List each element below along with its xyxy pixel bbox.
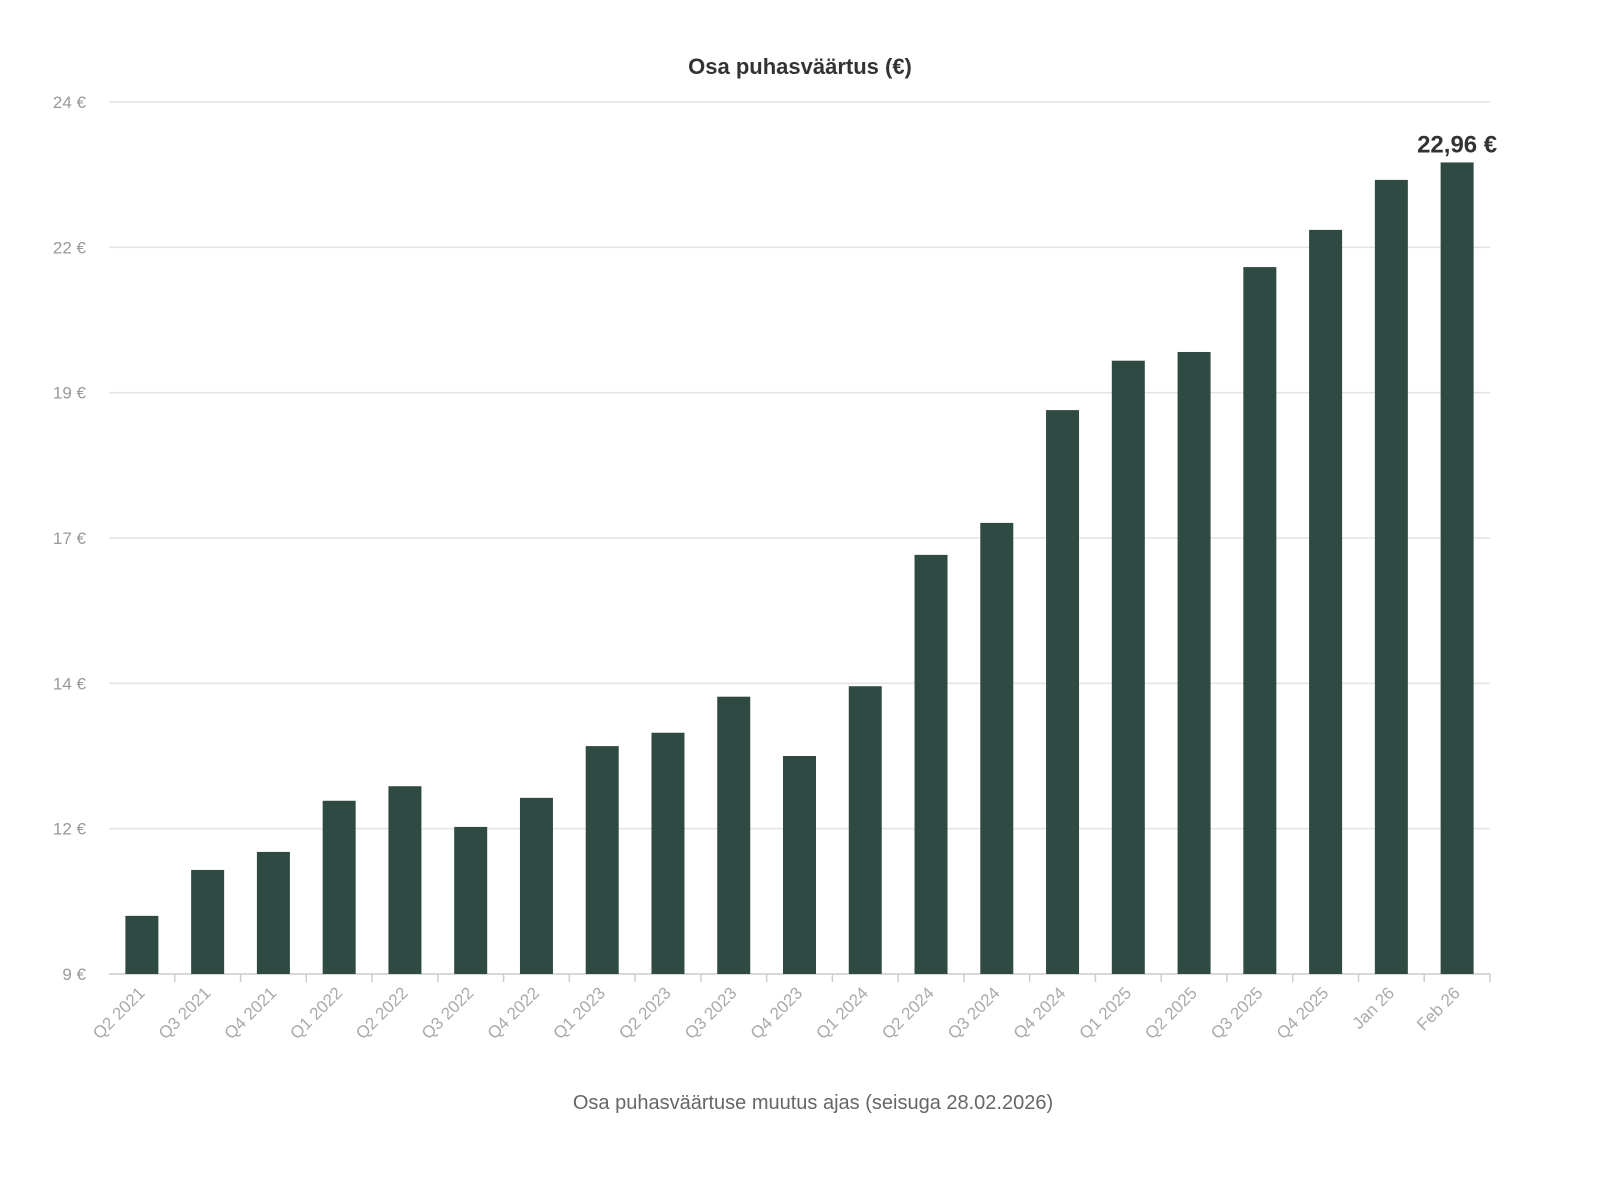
x-tick-label: Q4 2021 — [221, 983, 281, 1043]
x-tick-label: Q1 2023 — [549, 983, 609, 1043]
x-tick-label: Q3 2025 — [1207, 983, 1267, 1043]
bar-q4-2021[interactable] — [256, 851, 290, 974]
data-label-last: 22,96 € — [1417, 131, 1497, 158]
y-tick-label: 12 € — [53, 820, 87, 839]
bar-feb-26[interactable] — [1440, 162, 1474, 974]
x-axis-label: Osa puhasväärtuse muutus ajas (seisuga 2… — [573, 1092, 1053, 1114]
x-tick-label: Q3 2024 — [944, 983, 1004, 1043]
bar-q3-2023[interactable] — [717, 696, 751, 974]
y-tick-label: 14 € — [53, 674, 87, 693]
y-tick-label: 24 € — [53, 93, 87, 112]
x-tick-label: Q4 2023 — [747, 983, 807, 1043]
y-tick-label: 17 € — [53, 529, 87, 548]
x-tick-label: Jan 26 — [1349, 983, 1399, 1033]
bar-q3-2024[interactable] — [980, 522, 1014, 974]
bar-q3-2021[interactable] — [191, 869, 225, 974]
x-tick-label: Q3 2021 — [155, 983, 215, 1043]
x-tick-label: Q3 2022 — [418, 983, 478, 1043]
x-tick-label: Q4 2022 — [484, 983, 544, 1043]
bar-q1-2025[interactable] — [1111, 360, 1145, 974]
x-tick-label: Q1 2024 — [813, 983, 873, 1043]
bar-q3-2022[interactable] — [454, 826, 488, 974]
x-tick-label: Q1 2022 — [286, 983, 346, 1043]
x-tick-label: Q2 2022 — [352, 983, 412, 1043]
bar-q1-2023[interactable] — [585, 746, 619, 974]
x-tick-label: Q4 2025 — [1273, 983, 1333, 1043]
bar-q1-2022[interactable] — [322, 800, 356, 974]
bar-q2-2021[interactable] — [125, 915, 159, 974]
y-tick-label: 22 € — [53, 238, 87, 257]
chart-title: Osa puhasväärtus (€) — [688, 54, 912, 79]
x-tick-label: Q2 2023 — [615, 983, 675, 1043]
bar-q2-2023[interactable] — [651, 732, 685, 974]
bar-q2-2025[interactable] — [1177, 351, 1211, 974]
x-tick-label: Feb 26 — [1413, 983, 1464, 1034]
bar-q3-2025[interactable] — [1243, 267, 1277, 975]
bar-q2-2022[interactable] — [388, 786, 422, 974]
bar-q4-2022[interactable] — [519, 797, 553, 974]
bar-q4-2024[interactable] — [1046, 410, 1080, 974]
bar-q4-2025[interactable] — [1309, 229, 1343, 975]
x-tick-label: Q3 2023 — [681, 983, 741, 1043]
x-tick-label: Q2 2021 — [89, 983, 149, 1043]
x-tick-label: Q2 2024 — [878, 983, 938, 1043]
y-tick-label: 9 € — [62, 965, 86, 984]
bar-q1-2024[interactable] — [848, 686, 882, 974]
x-tick-label: Q2 2025 — [1141, 983, 1201, 1043]
y-tick-label: 19 € — [53, 384, 87, 403]
x-tick-label: Q1 2025 — [1076, 983, 1136, 1043]
bar-q2-2024[interactable] — [914, 554, 948, 974]
bar-q4-2023[interactable] — [783, 756, 816, 974]
x-tick-label: Q4 2024 — [1010, 983, 1070, 1043]
bar-jan-26[interactable] — [1374, 179, 1408, 974]
